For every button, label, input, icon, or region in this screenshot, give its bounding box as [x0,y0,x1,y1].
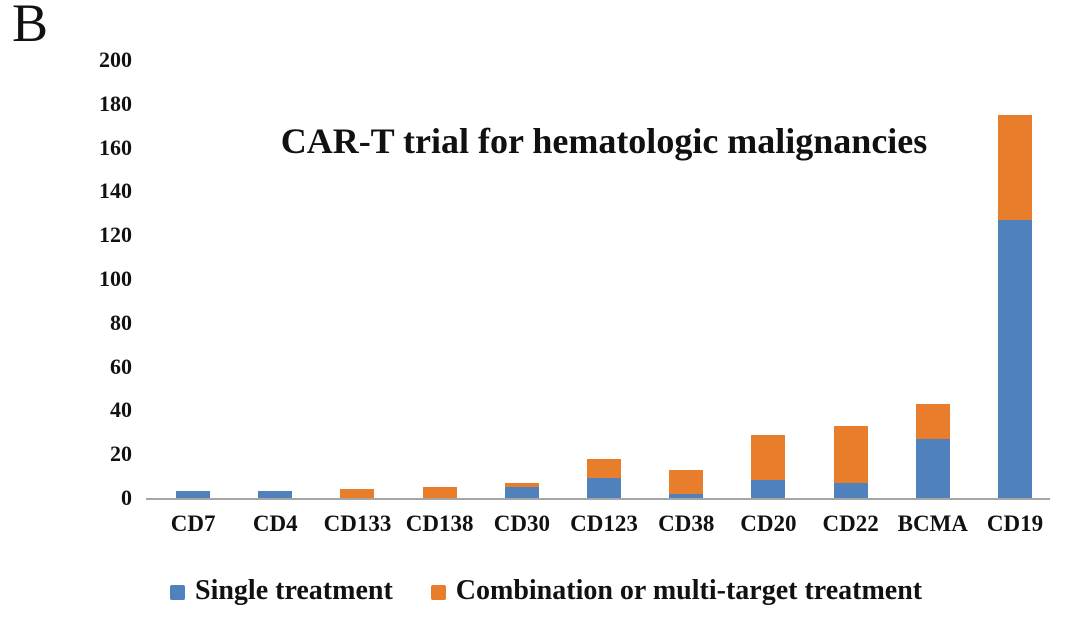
bar-segment-single [504,487,539,498]
bar-slot [645,60,727,498]
y-tick-label: 160 [99,134,132,160]
bar-bcma [915,403,950,498]
bar-cd7 [176,491,211,498]
legend-item: Single treatment [170,577,393,605]
bar-cd38 [669,469,704,498]
bar-segment-single [833,482,868,498]
legend-swatch [430,584,446,600]
y-tick-label: 200 [99,47,132,72]
x-axis-line [146,498,1050,500]
y-tick-label: 140 [99,178,132,204]
bar-segment-combination [504,482,539,488]
bar-slot [316,60,398,498]
x-tick-label: CD138 [405,511,474,536]
x-tick-label: CD20 [740,511,797,536]
bar-segment-single [751,480,786,498]
x-tick-label: BCMA [897,511,968,536]
x-axis-labels: CD7 CD4 CD133 CD138 CD30 CD123 CD38 CD20 CD22 BCM… [152,512,1056,535]
y-tick-label: 100 [99,266,132,291]
x-tick-label: CD133 [323,511,392,536]
bar-segment-combination [833,425,868,483]
bar-cd30 [504,482,539,498]
y-tick-label: 80 [110,309,132,335]
legend: Single treatment Combination or multi-tar… [170,577,922,605]
bar-slot [974,60,1056,498]
panel-label: B [12,0,49,53]
plot-area: CD7 CD4 CD133 CD138 CD30 CD123 CD38 CD20 CD22 BCM… [146,60,1056,535]
bar-segment-combination [997,114,1032,220]
y-axis: 0 20 40 60 80 100 120 140 160 180 200 [0,49,132,509]
bar-segment-combination [669,469,704,494]
x-tick-label: CD123 [570,511,638,536]
bar-segment-single [587,478,622,498]
bar-cd123 [587,458,622,498]
y-tick-label: 180 [99,90,132,116]
bar-segment-combination [587,458,622,479]
bars-row [152,60,1056,498]
bar-cd22 [833,425,868,498]
x-tick-label: CD7 [170,511,216,536]
bar-cd20 [751,434,786,498]
bar-segment-combination [340,489,375,498]
y-tick-label: 120 [99,222,132,248]
bar-segment-combination [751,434,786,481]
bar-segment-combination [915,403,950,439]
bar-cd133 [340,489,375,498]
bar-segment-single [669,493,704,498]
legend-swatch [170,584,185,600]
bar-segment-single [176,491,211,498]
y-tick-label: 60 [110,353,132,379]
bar-segment-single [915,438,950,498]
bar-slot [399,60,481,498]
bar-slot [810,60,892,498]
legend-item: Combination or multi-target treatment [430,575,923,606]
y-tick-label: 20 [110,441,132,467]
x-tick-label: CD22 [822,511,879,536]
bar-slot [234,60,316,498]
bar-segment-single [258,491,293,498]
x-tick-label: CD30 [493,511,550,536]
y-tick-label: 0 [121,485,132,510]
bar-cd138 [422,487,457,498]
bar-slot [152,60,234,498]
bar-slot [563,60,645,498]
legend-label: Single treatment [195,575,393,606]
chart-title: CAR-T trial for hematologic malignancies [280,121,928,161]
bar-cd19 [997,114,1032,498]
bar-segment-single [997,219,1032,498]
bar-slot [727,60,809,498]
x-tick-label: CD19 [986,511,1044,536]
bar-slot [892,60,974,498]
y-tick-label: 40 [110,397,132,423]
bar-segment-combination [422,487,457,498]
legend-label: Combination or multi-target treatment [455,575,923,606]
x-tick-label: CD38 [658,511,715,536]
bar-cd4 [258,491,293,498]
x-tick-label: CD4 [252,511,298,536]
bar-slot [481,60,563,498]
